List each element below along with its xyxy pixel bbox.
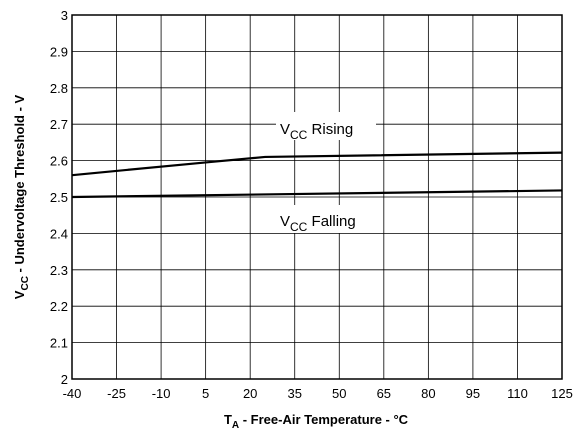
series-line-vcc-falling — [71, 189, 563, 199]
x-tick-label: 5 — [202, 386, 209, 401]
y-tick-label: 2.9 — [50, 44, 68, 59]
y-tick-label: 2.6 — [50, 154, 68, 169]
x-tick-label: 80 — [421, 386, 435, 401]
series-label-vcc-falling: VCC Falling — [276, 205, 380, 234]
series-label-vcc-rising: VCC Rising — [276, 112, 376, 142]
series-label-sub: CC — [290, 128, 308, 142]
y-tick-label: 2.8 — [50, 81, 68, 96]
x-tick-label: 125 — [551, 386, 573, 401]
x-axis-title-rest: - Free-Air Temperature - °C — [239, 412, 409, 427]
y-tick-label: 3 — [61, 8, 68, 23]
x-tick-label: -40 — [63, 386, 82, 401]
svg-text:VCC Falling: VCC Falling — [280, 213, 356, 234]
series-label-sub: CC — [290, 220, 308, 234]
y-axis-title-sub: CC — [20, 276, 31, 290]
series-label-main: V — [280, 121, 290, 138]
y-axis-title-main: V — [12, 290, 27, 299]
x-tick-label: 50 — [332, 386, 346, 401]
y-tick-label: 2 — [61, 372, 68, 387]
y-tick-label: 2.3 — [50, 263, 68, 278]
x-tick-label: 95 — [466, 386, 480, 401]
x-tick-label: -10 — [152, 386, 171, 401]
x-tick-label: 65 — [377, 386, 391, 401]
x-tick-label: 35 — [287, 386, 301, 401]
plot-area-border — [71, 14, 563, 380]
y-tick-label: 2.2 — [50, 299, 68, 314]
series-label-rest: Rising — [307, 121, 353, 138]
x-tick-label: -25 — [107, 386, 126, 401]
series-lines — [71, 151, 563, 199]
y-tick-labels: 2 2.1 2.2 2.3 2.4 2.5 2.6 2.7 2.8 2.9 3 — [50, 8, 68, 387]
x-tick-label: 20 — [243, 386, 257, 401]
y-tick-label: 2.5 — [50, 190, 68, 205]
x-tick-labels: -40 -25 -10 5 20 35 50 65 80 95 110 125 — [63, 386, 573, 401]
svg-text:VCC Rising: VCC Rising — [280, 121, 353, 142]
y-tick-label: 2.1 — [50, 336, 68, 351]
series-line-vcc-rising — [71, 151, 563, 177]
y-tick-label: 2.4 — [50, 226, 68, 241]
x-axis-title-sub: A — [232, 420, 239, 431]
y-axis-title: VCC - Undervoltage Threshold - V — [12, 94, 31, 299]
y-tick-label: 2.7 — [50, 117, 68, 132]
x-axis-title: TA - Free-Air Temperature - °C — [224, 412, 409, 431]
y-axis-title-rest: - Undervoltage Threshold - V — [12, 94, 27, 276]
x-axis-title-main: T — [224, 412, 232, 427]
x-tick-label: 110 — [507, 386, 528, 401]
series-label-rest: Falling — [307, 213, 355, 230]
series-label-main: V — [280, 213, 290, 230]
